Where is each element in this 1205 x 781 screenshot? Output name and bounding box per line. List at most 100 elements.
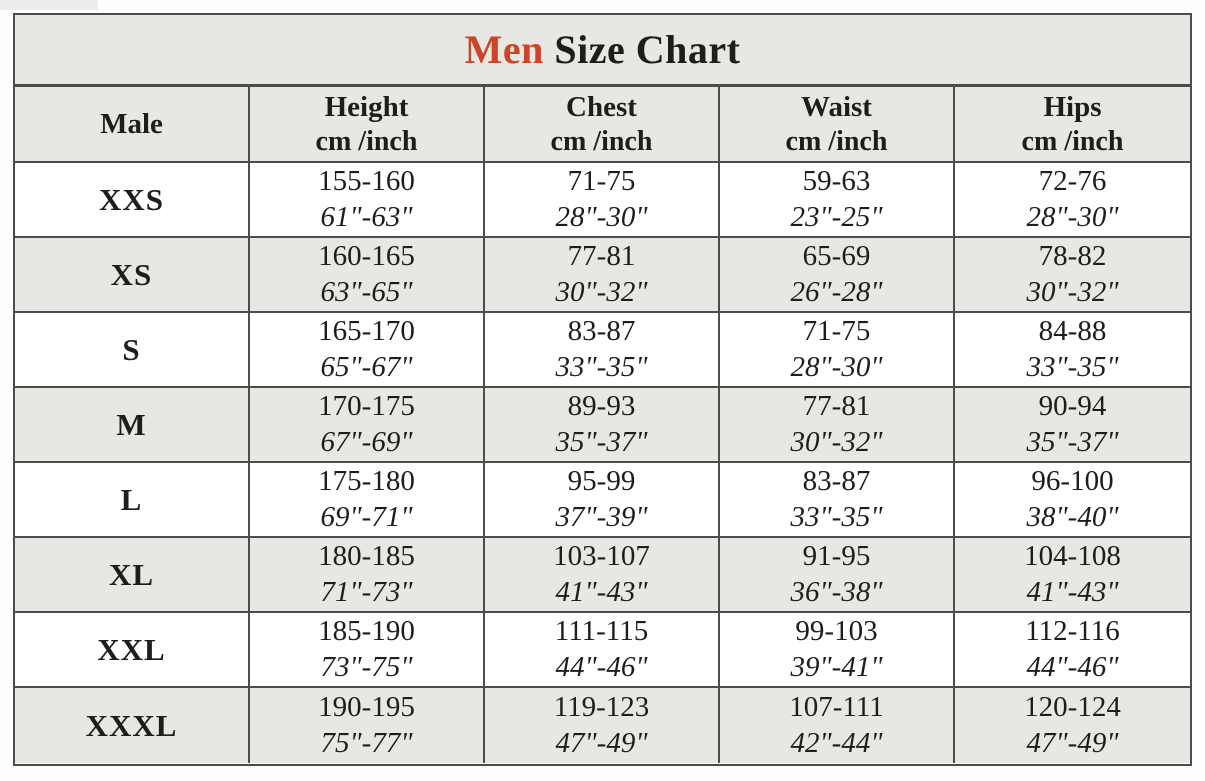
- corner-artifact: [0, 0, 98, 10]
- measurement-cell-hips: 96-100 38"-40": [955, 463, 1190, 536]
- cm-range: 185-190: [318, 615, 415, 648]
- cm-range: 71-75: [802, 315, 871, 348]
- cm-range: 120-124: [1024, 691, 1121, 724]
- inch-range: 75"-77": [320, 726, 413, 759]
- column-label: Chest: [566, 91, 637, 124]
- size-row-xs: XS 160-165 63"-65" 77-81 30"-32" 65-69 26"-28"…: [15, 238, 1190, 313]
- column-label: Height: [324, 91, 409, 124]
- column-header-waist: Waist cm /inch: [720, 87, 955, 161]
- cm-range: 95-99: [567, 465, 636, 498]
- column-label: Hips: [1043, 91, 1102, 124]
- measurement-cell-waist: 77-81 30"-32": [720, 388, 955, 461]
- size-row-xl: XL 180-185 71"-73" 103-107 41"-43" 91-95 36"-3…: [15, 538, 1190, 613]
- inch-range: 37"-39": [555, 500, 648, 533]
- measurement-cell-height: 185-190 73"-75": [250, 613, 485, 686]
- cm-range: 89-93: [567, 390, 636, 423]
- column-header-height: Height cm /inch: [250, 87, 485, 161]
- size-chart-table: Men Size Chart Male Height cm /inch Ches…: [13, 13, 1192, 766]
- column-sub-label: cm /inch: [550, 125, 653, 157]
- inch-range: 28"-30": [1026, 200, 1119, 233]
- column-header-chest: Chest cm /inch: [485, 87, 720, 161]
- inch-range: 61"-63": [320, 200, 413, 233]
- inch-range: 67"-69": [320, 425, 413, 458]
- inch-range: 33"-35": [555, 350, 648, 383]
- measurement-cell-chest: 71-75 28"-30": [485, 163, 720, 236]
- measurement-cell-hips: 104-108 41"-43": [955, 538, 1190, 611]
- measurement-cell-waist: 91-95 36"-38": [720, 538, 955, 611]
- inch-range: 26"-28": [790, 275, 883, 308]
- cm-range: 103-107: [553, 540, 650, 573]
- measurement-cell-waist: 107-111 42"-44": [720, 688, 955, 763]
- inch-range: 73"-75": [320, 650, 413, 683]
- measurement-cell-height: 175-180 69"-71": [250, 463, 485, 536]
- inch-range: 36"-38": [790, 575, 883, 608]
- inch-range: 35"-37": [1026, 425, 1119, 458]
- measurement-cell-waist: 99-103 39"-41": [720, 613, 955, 686]
- size-row-s: S 165-170 65"-67" 83-87 33"-35" 71-75 28"-30" 8…: [15, 313, 1190, 388]
- measurement-cell-hips: 90-94 35"-37": [955, 388, 1190, 461]
- measurement-cell-hips: 112-116 44"-46": [955, 613, 1190, 686]
- size-row-xxl: XXL 185-190 73"-75" 111-115 44"-46" 99-103 39"…: [15, 613, 1190, 688]
- measurement-cell-hips: 84-88 33"-35": [955, 313, 1190, 386]
- size-label: XS: [15, 238, 250, 311]
- measurement-cell-waist: 83-87 33"-35": [720, 463, 955, 536]
- size-label: XXL: [15, 613, 250, 686]
- size-row-l: L 175-180 69"-71" 95-99 37"-39" 83-87 33"-35" 9…: [15, 463, 1190, 538]
- inch-range: 28"-30": [790, 350, 883, 383]
- inch-range: 33"-35": [790, 500, 883, 533]
- measurement-cell-waist: 59-63 23"-25": [720, 163, 955, 236]
- measurement-cell-chest: 89-93 35"-37": [485, 388, 720, 461]
- inch-range: 65"-67": [320, 350, 413, 383]
- measurement-cell-hips: 120-124 47"-49": [955, 688, 1190, 763]
- measurement-cell-chest: 111-115 44"-46": [485, 613, 720, 686]
- cm-range: 107-111: [789, 691, 884, 724]
- size-label: S: [15, 313, 250, 386]
- inch-range: 28"-30": [555, 200, 648, 233]
- inch-range: 63"-65": [320, 275, 413, 308]
- cm-range: 84-88: [1038, 315, 1107, 348]
- cm-range: 112-116: [1025, 615, 1120, 648]
- measurement-cell-waist: 71-75 28"-30": [720, 313, 955, 386]
- inch-range: 47"-49": [555, 726, 648, 759]
- cm-range: 72-76: [1038, 165, 1107, 198]
- column-sub-label: cm /inch: [315, 125, 418, 157]
- measurement-cell-height: 190-195 75"-77": [250, 688, 485, 763]
- cm-range: 190-195: [318, 691, 415, 724]
- column-sub-label: cm /inch: [1021, 125, 1124, 157]
- inch-range: 44"-46": [1026, 650, 1119, 683]
- column-header-male: Male: [15, 87, 250, 161]
- cm-range: 104-108: [1024, 540, 1121, 573]
- measurement-cell-hips: 78-82 30"-32": [955, 238, 1190, 311]
- size-label: XXXL: [15, 688, 250, 763]
- cm-range: 59-63: [802, 165, 871, 198]
- inch-range: 71"-73": [320, 575, 413, 608]
- cm-range: 77-81: [567, 240, 636, 273]
- measurement-cell-chest: 103-107 41"-43": [485, 538, 720, 611]
- inch-range: 35"-37": [555, 425, 648, 458]
- cm-range: 165-170: [318, 315, 415, 348]
- size-label: M: [15, 388, 250, 461]
- measurement-cell-waist: 65-69 26"-28": [720, 238, 955, 311]
- size-row-m: M 170-175 67"-69" 89-93 35"-37" 77-81 30"-32" 9…: [15, 388, 1190, 463]
- cm-range: 90-94: [1038, 390, 1107, 423]
- inch-range: 42"-44": [790, 726, 883, 759]
- size-label: XXS: [15, 163, 250, 236]
- size-label: L: [15, 463, 250, 536]
- column-label: Male: [100, 107, 163, 140]
- cm-range: 180-185: [318, 540, 415, 573]
- column-sub-label: cm /inch: [785, 125, 888, 157]
- cm-range: 160-165: [318, 240, 415, 273]
- column-header-hips: Hips cm /inch: [955, 87, 1190, 161]
- size-row-xxxl: XXXL 190-195 75"-77" 119-123 47"-49" 107-111 4…: [15, 688, 1190, 763]
- cm-range: 71-75: [567, 165, 636, 198]
- size-row-xxs: XXS 155-160 61"-63" 71-75 28"-30" 59-63 23"-25…: [15, 163, 1190, 238]
- inch-range: 30"-32": [1026, 275, 1119, 308]
- inch-range: 47"-49": [1026, 726, 1119, 759]
- cm-range: 91-95: [802, 540, 871, 573]
- inch-range: 23"-25": [790, 200, 883, 233]
- table-header-row: Male Height cm /inch Chest cm /inch Wais…: [15, 87, 1190, 163]
- cm-range: 119-123: [553, 691, 650, 724]
- cm-range: 175-180: [318, 465, 415, 498]
- measurement-cell-chest: 95-99 37"-39": [485, 463, 720, 536]
- title-highlight-men: Men: [464, 27, 544, 72]
